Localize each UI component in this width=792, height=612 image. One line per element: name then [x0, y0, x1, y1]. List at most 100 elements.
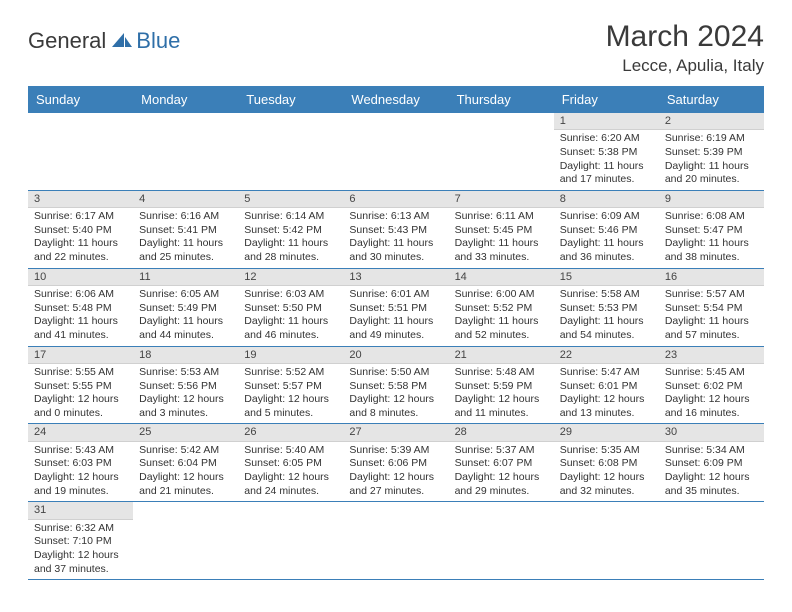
empty-cell — [449, 113, 554, 190]
logo-text-sub: Blue — [136, 28, 180, 54]
empty-cell — [133, 502, 238, 579]
day-cell: 24Sunrise: 5:43 AMSunset: 6:03 PMDayligh… — [28, 424, 133, 501]
day-details: Sunrise: 6:17 AMSunset: 5:40 PMDaylight:… — [28, 208, 133, 268]
day-details: Sunrise: 6:11 AMSunset: 5:45 PMDaylight:… — [449, 208, 554, 268]
day-cell: 5Sunrise: 6:14 AMSunset: 5:42 PMDaylight… — [238, 191, 343, 268]
day-number: 19 — [238, 347, 343, 364]
empty-cell — [343, 113, 448, 190]
day-details: Sunrise: 6:14 AMSunset: 5:42 PMDaylight:… — [238, 208, 343, 268]
day-number: 21 — [449, 347, 554, 364]
day-cell: 22Sunrise: 5:47 AMSunset: 6:01 PMDayligh… — [554, 347, 659, 424]
empty-cell — [343, 502, 448, 579]
logo: General Blue — [28, 28, 180, 54]
day-number: 20 — [343, 347, 448, 364]
day-details: Sunrise: 6:09 AMSunset: 5:46 PMDaylight:… — [554, 208, 659, 268]
day-number: 7 — [449, 191, 554, 208]
day-number: 1 — [554, 113, 659, 130]
day-details: Sunrise: 6:19 AMSunset: 5:39 PMDaylight:… — [659, 130, 764, 190]
day-cell: 7Sunrise: 6:11 AMSunset: 5:45 PMDaylight… — [449, 191, 554, 268]
dayname-cell: Thursday — [449, 86, 554, 113]
day-cell: 12Sunrise: 6:03 AMSunset: 5:50 PMDayligh… — [238, 269, 343, 346]
dayname-cell: Monday — [133, 86, 238, 113]
day-number: 25 — [133, 424, 238, 441]
day-cell: 29Sunrise: 5:35 AMSunset: 6:08 PMDayligh… — [554, 424, 659, 501]
dayname-cell: Tuesday — [238, 86, 343, 113]
day-details: Sunrise: 5:40 AMSunset: 6:05 PMDaylight:… — [238, 442, 343, 502]
day-cell: 28Sunrise: 5:37 AMSunset: 6:07 PMDayligh… — [449, 424, 554, 501]
week-row: 3Sunrise: 6:17 AMSunset: 5:40 PMDaylight… — [28, 191, 764, 269]
day-cell: 27Sunrise: 5:39 AMSunset: 6:06 PMDayligh… — [343, 424, 448, 501]
dayname-cell: Wednesday — [343, 86, 448, 113]
day-cell: 31Sunrise: 6:32 AMSunset: 7:10 PMDayligh… — [28, 502, 133, 579]
day-number: 17 — [28, 347, 133, 364]
day-number: 6 — [343, 191, 448, 208]
day-cell: 16Sunrise: 5:57 AMSunset: 5:54 PMDayligh… — [659, 269, 764, 346]
day-number: 24 — [28, 424, 133, 441]
day-cell: 1Sunrise: 6:20 AMSunset: 5:38 PMDaylight… — [554, 113, 659, 190]
day-cell: 11Sunrise: 6:05 AMSunset: 5:49 PMDayligh… — [133, 269, 238, 346]
day-details: Sunrise: 6:20 AMSunset: 5:38 PMDaylight:… — [554, 130, 659, 190]
day-details: Sunrise: 5:53 AMSunset: 5:56 PMDaylight:… — [133, 364, 238, 424]
day-number: 28 — [449, 424, 554, 441]
day-details: Sunrise: 6:32 AMSunset: 7:10 PMDaylight:… — [28, 520, 133, 580]
dayname-cell: Sunday — [28, 86, 133, 113]
day-cell: 3Sunrise: 6:17 AMSunset: 5:40 PMDaylight… — [28, 191, 133, 268]
day-details: Sunrise: 5:57 AMSunset: 5:54 PMDaylight:… — [659, 286, 764, 346]
day-details: Sunrise: 5:42 AMSunset: 6:04 PMDaylight:… — [133, 442, 238, 502]
day-cell: 2Sunrise: 6:19 AMSunset: 5:39 PMDaylight… — [659, 113, 764, 190]
day-details: Sunrise: 6:03 AMSunset: 5:50 PMDaylight:… — [238, 286, 343, 346]
day-number: 13 — [343, 269, 448, 286]
day-details: Sunrise: 5:48 AMSunset: 5:59 PMDaylight:… — [449, 364, 554, 424]
day-cell: 23Sunrise: 5:45 AMSunset: 6:02 PMDayligh… — [659, 347, 764, 424]
day-cell: 17Sunrise: 5:55 AMSunset: 5:55 PMDayligh… — [28, 347, 133, 424]
dayname-cell: Saturday — [659, 86, 764, 113]
day-cell: 6Sunrise: 6:13 AMSunset: 5:43 PMDaylight… — [343, 191, 448, 268]
day-number: 23 — [659, 347, 764, 364]
day-cell: 18Sunrise: 5:53 AMSunset: 5:56 PMDayligh… — [133, 347, 238, 424]
day-details: Sunrise: 5:47 AMSunset: 6:01 PMDaylight:… — [554, 364, 659, 424]
day-cell: 8Sunrise: 6:09 AMSunset: 5:46 PMDaylight… — [554, 191, 659, 268]
day-number: 22 — [554, 347, 659, 364]
empty-cell — [554, 502, 659, 579]
month-title: March 2024 — [606, 20, 764, 54]
day-number: 31 — [28, 502, 133, 519]
day-details: Sunrise: 6:06 AMSunset: 5:48 PMDaylight:… — [28, 286, 133, 346]
day-cell: 19Sunrise: 5:52 AMSunset: 5:57 PMDayligh… — [238, 347, 343, 424]
day-number: 12 — [238, 269, 343, 286]
empty-cell — [133, 113, 238, 190]
day-cell: 25Sunrise: 5:42 AMSunset: 6:04 PMDayligh… — [133, 424, 238, 501]
location: Lecce, Apulia, Italy — [606, 56, 764, 76]
day-cell: 13Sunrise: 6:01 AMSunset: 5:51 PMDayligh… — [343, 269, 448, 346]
day-number: 18 — [133, 347, 238, 364]
day-number: 11 — [133, 269, 238, 286]
dayname-row: SundayMondayTuesdayWednesdayThursdayFrid… — [28, 86, 764, 113]
day-details: Sunrise: 6:16 AMSunset: 5:41 PMDaylight:… — [133, 208, 238, 268]
empty-cell — [28, 113, 133, 190]
day-cell: 20Sunrise: 5:50 AMSunset: 5:58 PMDayligh… — [343, 347, 448, 424]
day-number: 10 — [28, 269, 133, 286]
day-number: 3 — [28, 191, 133, 208]
empty-cell — [449, 502, 554, 579]
day-details: Sunrise: 6:08 AMSunset: 5:47 PMDaylight:… — [659, 208, 764, 268]
day-details: Sunrise: 5:39 AMSunset: 6:06 PMDaylight:… — [343, 442, 448, 502]
day-details: Sunrise: 5:58 AMSunset: 5:53 PMDaylight:… — [554, 286, 659, 346]
day-number: 16 — [659, 269, 764, 286]
day-details: Sunrise: 5:35 AMSunset: 6:08 PMDaylight:… — [554, 442, 659, 502]
day-details: Sunrise: 5:34 AMSunset: 6:09 PMDaylight:… — [659, 442, 764, 502]
day-number: 9 — [659, 191, 764, 208]
day-number: 26 — [238, 424, 343, 441]
week-row: 10Sunrise: 6:06 AMSunset: 5:48 PMDayligh… — [28, 269, 764, 347]
week-row: 24Sunrise: 5:43 AMSunset: 6:03 PMDayligh… — [28, 424, 764, 502]
day-details: Sunrise: 5:52 AMSunset: 5:57 PMDaylight:… — [238, 364, 343, 424]
day-number: 29 — [554, 424, 659, 441]
dayname-cell: Friday — [554, 86, 659, 113]
day-cell: 15Sunrise: 5:58 AMSunset: 5:53 PMDayligh… — [554, 269, 659, 346]
week-row: 1Sunrise: 6:20 AMSunset: 5:38 PMDaylight… — [28, 113, 764, 191]
day-details: Sunrise: 6:01 AMSunset: 5:51 PMDaylight:… — [343, 286, 448, 346]
day-details: Sunrise: 6:13 AMSunset: 5:43 PMDaylight:… — [343, 208, 448, 268]
day-number: 14 — [449, 269, 554, 286]
day-details: Sunrise: 5:50 AMSunset: 5:58 PMDaylight:… — [343, 364, 448, 424]
empty-cell — [238, 502, 343, 579]
day-cell: 21Sunrise: 5:48 AMSunset: 5:59 PMDayligh… — [449, 347, 554, 424]
day-details: Sunrise: 5:37 AMSunset: 6:07 PMDaylight:… — [449, 442, 554, 502]
